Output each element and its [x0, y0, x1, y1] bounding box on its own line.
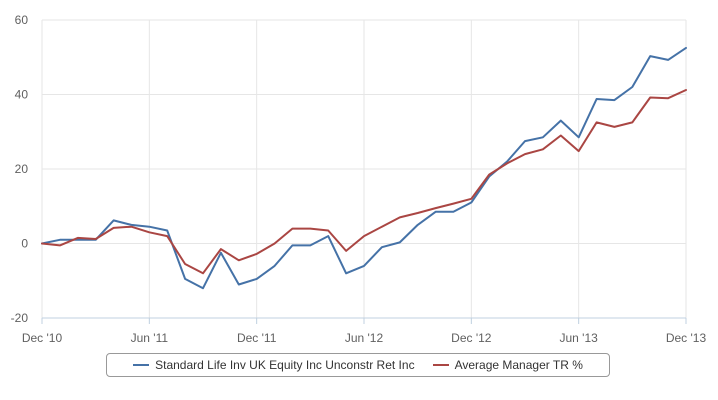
- legend: Standard Life Inv UK Equity Inc Unconstr…: [106, 353, 610, 377]
- x-tick-label: Dec '12: [451, 331, 492, 345]
- legend-swatch-series-2: [432, 364, 449, 366]
- x-tick-label: Dec '13: [666, 331, 707, 345]
- legend-label-series-1: Standard Life Inv UK Equity Inc Unconstr…: [155, 358, 415, 372]
- y-tick-label: 0: [21, 237, 28, 251]
- y-tick-label: 40: [15, 88, 29, 102]
- legend-item-series-2[interactable]: Average Manager TR %: [432, 358, 583, 372]
- grid-lines: [41, 19, 687, 319]
- legend-label-series-2: Average Manager TR %: [454, 358, 583, 372]
- y-tick-label: 60: [15, 13, 29, 27]
- x-tick-label: Dec '11: [237, 331, 277, 345]
- y-tick-label: -20: [11, 311, 29, 325]
- x-axis-ticks: Dec '10 Jun '11 Dec '11 Jun '12 Dec '12 Jun '…: [22, 318, 707, 345]
- series-layer: [41, 46, 687, 290]
- y-axis-ticks: -20 0 20 40 60: [11, 13, 29, 325]
- legend-swatch-series-1: [133, 364, 150, 366]
- y-tick-label: 20: [15, 162, 29, 176]
- x-tick-label: Jun '11: [131, 331, 169, 345]
- x-tick-label: Jun '12: [345, 331, 384, 345]
- x-tick-label: Jun '13: [560, 331, 599, 345]
- x-tick-label: Dec '10: [22, 331, 63, 345]
- series-line-2[interactable]: [41, 89, 687, 275]
- series-line-1[interactable]: [41, 46, 687, 290]
- legend-item-series-1[interactable]: Standard Life Inv UK Equity Inc Unconstr…: [133, 358, 415, 372]
